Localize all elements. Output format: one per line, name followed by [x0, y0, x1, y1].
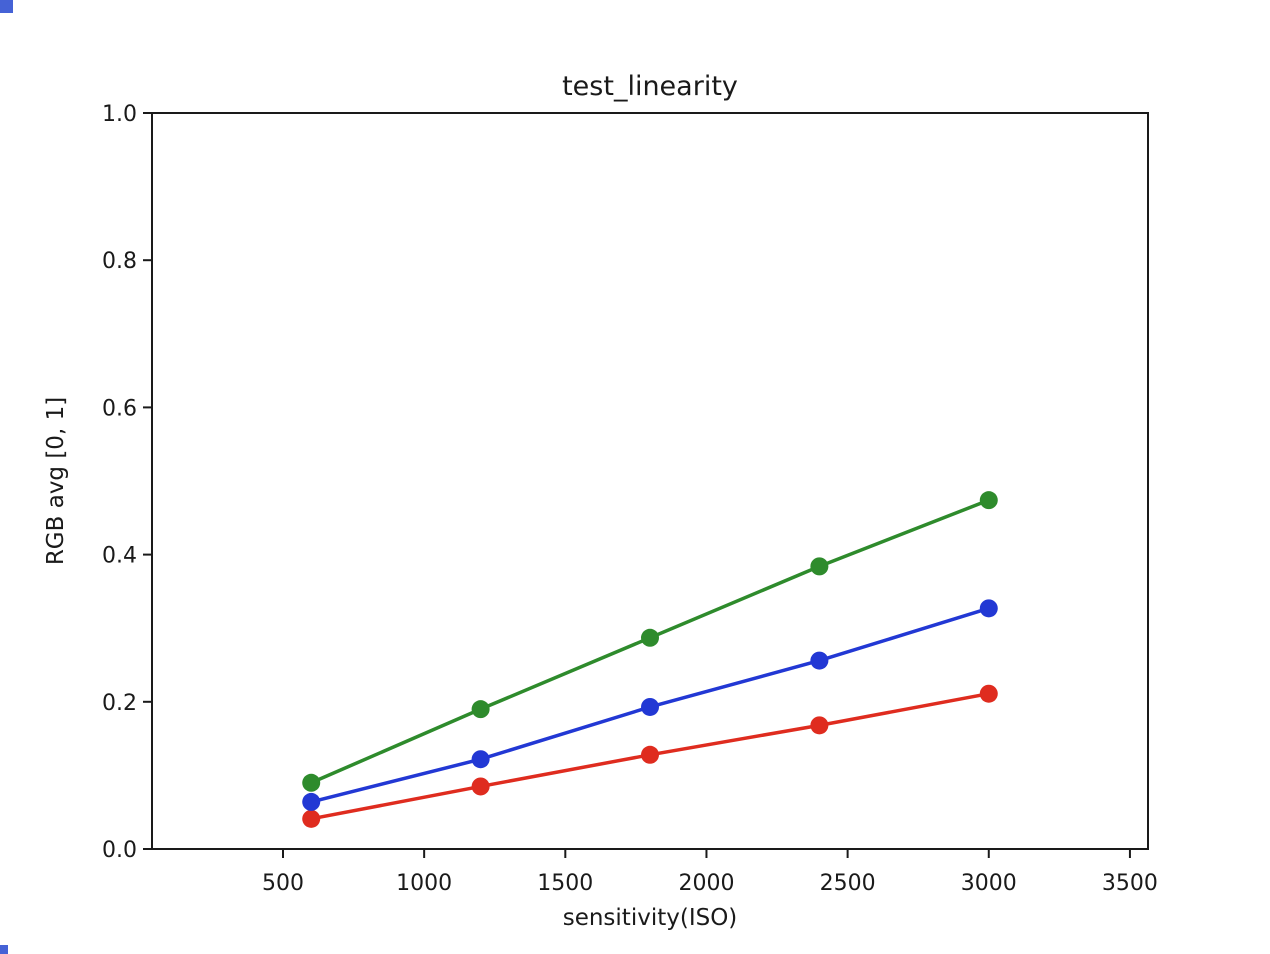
- x-tick-label: 3500: [1102, 871, 1158, 896]
- series-marker-red: [641, 745, 659, 764]
- x-tick-label: 2000: [678, 871, 734, 896]
- series-marker-green: [302, 773, 321, 792]
- plot-area: 500 1000 1500 2000 2500 3000 3500 0.0 0.2 0.4 0.6 0…: [102, 102, 1158, 896]
- series-marker-red: [810, 716, 829, 735]
- x-tick-label: 1500: [537, 871, 593, 896]
- chart-title: test_linearity: [562, 71, 738, 102]
- y-tick-label: 0.4: [102, 544, 137, 569]
- series-marker-blue: [641, 697, 659, 716]
- y-axis-label: RGB avg [0, 1]: [43, 397, 69, 565]
- series-marker-green: [641, 628, 659, 647]
- series-marker-green: [810, 557, 829, 576]
- series-marker-green: [979, 491, 998, 510]
- y-tick-label: 0.6: [102, 396, 137, 421]
- series-marker-green: [471, 700, 490, 719]
- x-axis-label: sensitivity(ISO): [563, 905, 738, 931]
- series-marker-blue: [302, 792, 321, 811]
- screen-corner-artifact-top-left: [0, 0, 13, 13]
- y-tick-label: 0.0: [102, 838, 137, 863]
- x-tick-label: 500: [262, 871, 304, 896]
- x-tick-label: 2500: [820, 871, 876, 896]
- series-marker-blue: [471, 750, 490, 769]
- series-marker-blue: [810, 651, 829, 670]
- x-tick-label: 3000: [961, 871, 1017, 896]
- y-tick-label: 1.0: [102, 102, 137, 127]
- plot-frame: [151, 112, 1149, 850]
- series-marker-blue: [979, 599, 998, 618]
- series-marker-red: [302, 809, 321, 828]
- series-marker-red: [979, 684, 998, 703]
- y-tick-label: 0.8: [102, 249, 137, 274]
- screen-corner-artifact-bottom-left: [0, 945, 8, 954]
- y-tick-label: 0.2: [102, 691, 137, 716]
- x-tick-label: 1000: [396, 871, 452, 896]
- series-marker-red: [471, 777, 490, 796]
